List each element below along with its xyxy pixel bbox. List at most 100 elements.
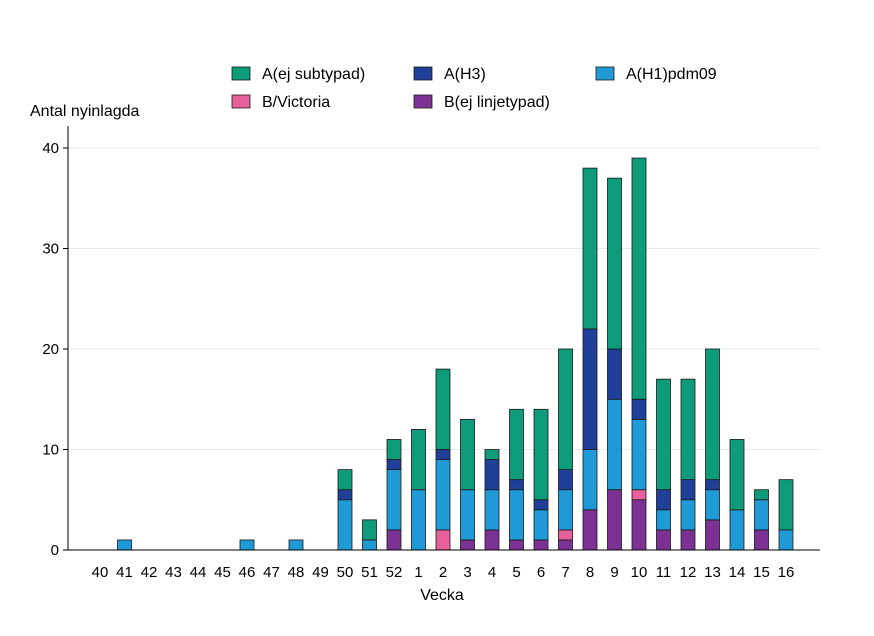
x-tick-label: 52 — [386, 564, 403, 581]
bar-segment — [386, 529, 402, 551]
bar-segment — [680, 499, 696, 531]
y-tick-label: 0 — [51, 542, 59, 559]
legend-swatch — [595, 66, 615, 81]
legend-swatch — [413, 94, 433, 109]
x-tick-label: 9 — [610, 564, 618, 581]
bar-segment — [533, 539, 549, 551]
x-tick-label: 40 — [92, 564, 109, 581]
bar-segment — [509, 408, 524, 481]
legend-label: A(H3) — [444, 66, 486, 83]
bar-segment — [607, 489, 622, 551]
bar-segment — [411, 489, 426, 551]
bar-segment — [386, 469, 402, 531]
legend: A(ej subtypad) A(H3) A(H1)pdm09 B/Victoria B… — [231, 66, 717, 111]
y-tick-label: 20 — [42, 341, 59, 358]
y-axis-label: Antal nyinlagda — [30, 103, 140, 120]
bar-segment — [680, 529, 696, 551]
legend-label: A(H1)pdm09 — [626, 66, 717, 83]
bar-segment — [778, 529, 794, 551]
legend-swatch — [231, 66, 251, 81]
bar-segment — [582, 509, 598, 551]
y-tick-label: 30 — [42, 241, 59, 258]
bar-segment — [705, 489, 720, 521]
legend-swatch — [413, 66, 433, 81]
bar-segment — [533, 509, 549, 541]
bar-segment — [484, 449, 500, 460]
bar-segment — [411, 428, 426, 491]
x-tick-label: 10 — [631, 564, 648, 581]
x-tick-label: 2 — [439, 564, 447, 581]
bar-segment — [607, 398, 622, 491]
bar-segment — [435, 529, 451, 551]
bar-segment — [656, 509, 671, 531]
bar-segment — [705, 519, 720, 551]
x-tick-label: 42 — [141, 564, 158, 581]
y-tick-label: 40 — [42, 140, 59, 157]
bar-segment — [754, 529, 769, 551]
bar-segment — [533, 499, 549, 511]
x-tick-label: 49 — [312, 564, 329, 581]
bar-segment — [533, 408, 549, 501]
x-tick-label: 8 — [586, 564, 594, 581]
x-tick-label: 16 — [778, 564, 795, 581]
x-tick-label: 7 — [561, 564, 569, 581]
x-tick-label: 15 — [753, 564, 770, 581]
bar-segment — [656, 378, 671, 491]
bar-segment — [117, 539, 132, 551]
bar-segment — [558, 539, 573, 551]
bar-segment — [705, 479, 720, 491]
bar-segment — [778, 479, 794, 531]
bar-segment — [607, 348, 622, 400]
bar-segment — [509, 539, 524, 551]
bar-segment — [239, 539, 255, 551]
bar-segment — [656, 489, 671, 511]
bar-segment — [607, 177, 622, 350]
bar-segment — [558, 529, 573, 541]
x-tick-label: 50 — [337, 564, 354, 581]
x-tick-label: 43 — [165, 564, 182, 581]
bar-segment — [362, 519, 377, 541]
x-tick-label: 14 — [729, 564, 746, 581]
x-tick-label: 13 — [704, 564, 721, 581]
bar-segment — [435, 459, 451, 531]
x-tick-label: 6 — [537, 564, 545, 581]
x-tick-label: 5 — [512, 564, 520, 581]
bar-segment — [509, 489, 524, 541]
bar-segment — [680, 378, 696, 481]
bar-segment — [631, 418, 647, 491]
x-tick-label: 47 — [263, 564, 280, 581]
bar-segment — [484, 489, 500, 531]
bar-segment — [362, 539, 377, 551]
bar-segment — [631, 489, 647, 501]
bar-segment — [705, 348, 720, 481]
bar-segment — [509, 479, 524, 491]
x-tick-label: 41 — [116, 564, 133, 581]
x-tick-label: 4 — [488, 564, 496, 581]
x-tick-label: 1 — [414, 564, 422, 581]
bar-segment — [435, 449, 451, 460]
bar-segment — [484, 459, 500, 491]
bar-segment — [386, 459, 402, 470]
y-tick-label: 10 — [42, 442, 59, 459]
bar-segment — [288, 539, 304, 551]
x-tick-label: 3 — [463, 564, 471, 581]
bar-segment — [656, 529, 671, 551]
bar-segment — [729, 509, 745, 551]
bar-segment — [435, 368, 451, 450]
bar-segment — [680, 479, 696, 501]
x-tick-label: 11 — [656, 564, 672, 581]
bar-segment — [631, 499, 647, 551]
bar-segment — [460, 489, 475, 541]
x-axis-label: Vecka — [420, 587, 464, 604]
legend-swatch — [231, 94, 251, 109]
x-tick-label: 48 — [288, 564, 305, 581]
bar-segment — [729, 439, 745, 511]
bar-segment — [582, 328, 598, 450]
legend-label: B(ej linjetypad) — [444, 94, 550, 111]
x-tick-label: 51 — [361, 564, 378, 581]
bar-segment — [337, 489, 353, 501]
bar-segment — [754, 499, 769, 531]
bar-segment — [754, 489, 769, 501]
